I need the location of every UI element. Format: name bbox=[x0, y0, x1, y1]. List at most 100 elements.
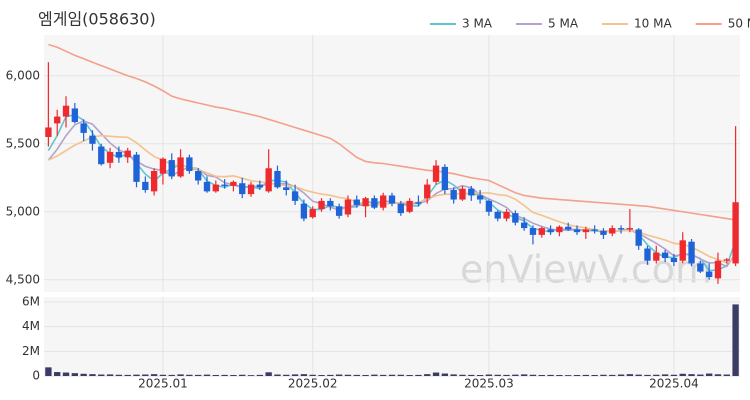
volume-bar bbox=[679, 373, 686, 376]
volume-bar bbox=[168, 374, 175, 376]
candle-body bbox=[661, 252, 669, 259]
volume-bar bbox=[705, 373, 713, 376]
candle-body bbox=[591, 229, 598, 231]
candle-body bbox=[309, 209, 316, 218]
x-tick-label: 2025.04 bbox=[649, 377, 699, 391]
volume-bar bbox=[406, 375, 413, 376]
candle-body bbox=[503, 211, 510, 219]
volume-bar bbox=[397, 374, 404, 376]
volume-bar bbox=[335, 374, 343, 376]
candle-body bbox=[221, 184, 228, 186]
volume-bar bbox=[635, 374, 642, 376]
legend-label: 10 MA bbox=[634, 17, 672, 31]
candle-body bbox=[600, 230, 607, 235]
volume-bar bbox=[344, 374, 352, 376]
candle-body bbox=[679, 240, 686, 261]
candle-body bbox=[617, 228, 625, 230]
candle-body bbox=[62, 105, 70, 117]
candle-body bbox=[283, 187, 290, 191]
volume-tick-label: 6M bbox=[22, 294, 40, 308]
candle-body bbox=[230, 181, 237, 186]
volume-bar bbox=[653, 374, 660, 376]
candle-body bbox=[635, 229, 642, 246]
candle-body bbox=[327, 200, 334, 207]
volume-bar bbox=[582, 374, 589, 376]
volume-bar bbox=[318, 375, 325, 376]
candle-body bbox=[697, 263, 704, 272]
volume-bar bbox=[353, 374, 360, 376]
y-tick-label: 4,500 bbox=[6, 272, 40, 286]
volume-bar bbox=[142, 374, 149, 376]
candle-body bbox=[688, 241, 695, 264]
volume-bar bbox=[600, 374, 607, 376]
candle-body bbox=[344, 199, 352, 215]
volume-bar bbox=[177, 374, 184, 376]
volume-bar bbox=[714, 374, 722, 376]
candle-body bbox=[565, 226, 572, 230]
volume-bar bbox=[476, 375, 484, 376]
candle-body bbox=[256, 184, 264, 188]
volume-bar bbox=[212, 375, 219, 376]
volume-panel bbox=[44, 297, 740, 377]
candle-body bbox=[714, 260, 722, 279]
candle-body bbox=[186, 157, 193, 171]
volume-bar bbox=[723, 374, 730, 376]
candle-body bbox=[644, 248, 651, 261]
legend-label: 3 MA bbox=[462, 17, 493, 31]
volume-bar bbox=[274, 374, 281, 376]
volume-bar bbox=[520, 374, 528, 376]
candle-body bbox=[133, 154, 140, 182]
volume-bar bbox=[617, 374, 625, 376]
candle-body bbox=[732, 202, 739, 264]
volume-bar bbox=[283, 374, 290, 376]
volume-bar bbox=[265, 372, 272, 376]
volume-bar bbox=[98, 374, 105, 376]
candle-body bbox=[362, 198, 369, 207]
candle-body bbox=[300, 203, 308, 219]
ma-line bbox=[48, 43, 736, 221]
candle-body bbox=[573, 229, 581, 233]
volume-bar bbox=[644, 374, 651, 376]
candle-body bbox=[247, 184, 255, 195]
x-tick-label: 2025.03 bbox=[464, 377, 514, 391]
volume-bar bbox=[441, 373, 449, 376]
candle-body bbox=[432, 165, 440, 182]
volume-bar bbox=[697, 374, 704, 376]
volume-bar bbox=[300, 374, 308, 376]
candle-body bbox=[54, 116, 61, 124]
candle-body bbox=[424, 184, 431, 199]
volume-bar bbox=[45, 367, 52, 376]
volume-bar bbox=[186, 374, 193, 376]
volume-bar bbox=[133, 374, 140, 376]
volume-bar bbox=[529, 374, 537, 376]
candle-body bbox=[485, 200, 493, 212]
candle-body bbox=[98, 146, 105, 165]
candle-body bbox=[529, 228, 537, 235]
volume-bar bbox=[54, 372, 61, 376]
candle-body bbox=[168, 160, 175, 177]
volume-bar bbox=[239, 374, 246, 376]
candle-body bbox=[705, 271, 713, 278]
volume-bar bbox=[380, 374, 387, 376]
candle-body bbox=[212, 184, 219, 192]
volume-bar bbox=[89, 374, 96, 376]
volume-bar bbox=[485, 374, 493, 376]
candle-body bbox=[609, 228, 616, 234]
volume-bar bbox=[230, 375, 237, 376]
candle-body bbox=[274, 170, 281, 188]
candle-body bbox=[142, 181, 149, 191]
volume-bar bbox=[609, 374, 616, 376]
volume-bar bbox=[71, 373, 79, 376]
volume-bar bbox=[221, 374, 228, 376]
y-tick-label: 5,000 bbox=[6, 204, 40, 218]
volume-bar bbox=[670, 374, 678, 376]
volume-bar bbox=[80, 373, 87, 376]
volume-bar bbox=[327, 374, 334, 376]
y-tick-label: 6,000 bbox=[6, 68, 40, 82]
candle-body bbox=[239, 183, 246, 195]
volume-bar bbox=[538, 375, 545, 376]
candle-body bbox=[547, 229, 554, 233]
candle-body bbox=[653, 252, 660, 261]
candle-body bbox=[265, 168, 272, 192]
volume-bar bbox=[573, 375, 581, 376]
